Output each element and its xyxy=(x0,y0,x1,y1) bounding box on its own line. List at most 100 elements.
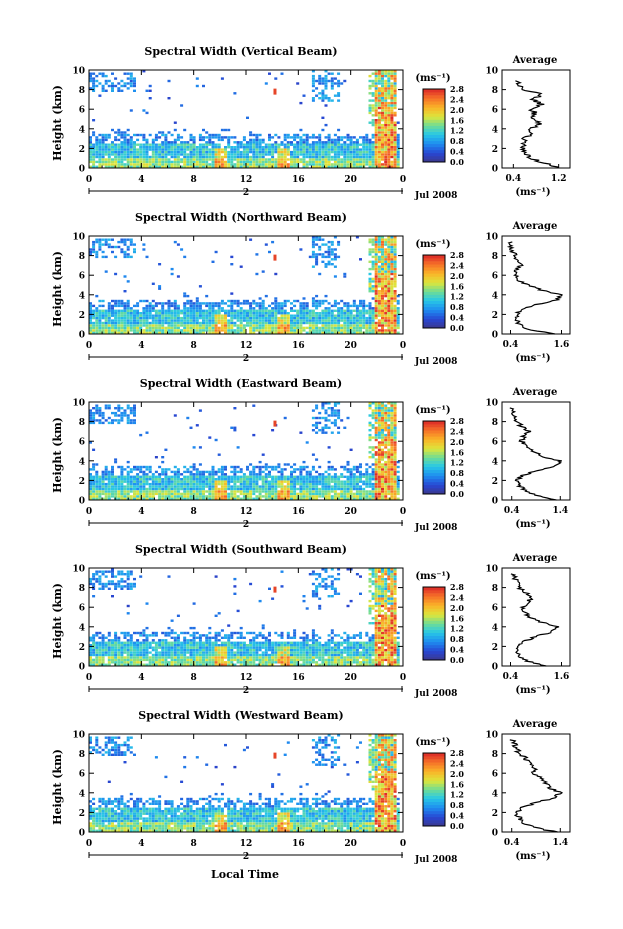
heatmap-cell xyxy=(286,329,290,332)
heatmap-cell xyxy=(186,148,190,151)
heatmap-cell xyxy=(249,492,253,496)
heatmap-cell xyxy=(390,458,394,461)
heatmap-cell xyxy=(133,79,136,83)
heatmap-cell xyxy=(211,319,215,322)
heatmap-cell xyxy=(176,475,180,478)
heatmap-cell xyxy=(126,460,130,464)
heatmap-cell xyxy=(154,158,158,161)
heatmap-cell xyxy=(277,480,281,483)
heatmap-cell xyxy=(377,136,381,139)
heatmap-cell xyxy=(327,495,331,498)
heatmap-cell xyxy=(296,148,300,151)
heatmap-cell xyxy=(167,304,171,308)
heatmap-cell xyxy=(89,153,92,156)
heatmap-cell xyxy=(95,485,99,488)
date-label: Jul 2008 xyxy=(414,191,457,201)
heatmap-cell xyxy=(343,163,347,166)
heatmap-cell xyxy=(239,160,243,164)
heatmap-cell xyxy=(261,165,265,168)
heatmap-cell xyxy=(377,299,381,303)
heatmap-cell xyxy=(183,324,187,327)
heatmap-cell xyxy=(318,490,322,493)
heatmap-cell xyxy=(387,470,391,474)
heatmap-cell xyxy=(123,153,127,156)
heatmap-cell xyxy=(296,487,300,491)
heatmap-cell xyxy=(318,319,322,322)
heatmap-cell xyxy=(233,309,237,312)
heatmap-cell xyxy=(371,121,375,124)
heatmap-cell xyxy=(333,302,337,305)
heatmap-cell xyxy=(117,497,121,500)
heatmap-cell xyxy=(136,160,140,164)
heatmap-cell xyxy=(343,150,347,154)
heatmap-cell xyxy=(271,316,275,320)
heatmap-cell xyxy=(104,329,108,332)
heatmap-cell xyxy=(290,319,293,322)
heatmap-cell xyxy=(318,302,322,305)
heatmap-cell xyxy=(318,77,322,80)
heatmap-cell xyxy=(324,319,328,322)
heatmap-cell xyxy=(271,429,275,432)
heatmap-cell xyxy=(296,153,300,156)
heatmap-cell xyxy=(381,480,384,483)
heatmap-cell xyxy=(217,478,221,481)
heatmap-cell xyxy=(387,270,391,273)
heatmap-cell xyxy=(374,255,378,259)
heatmap-cell xyxy=(255,495,259,498)
heatmap-cell xyxy=(161,329,165,332)
heatmap-cell xyxy=(327,307,331,310)
heatmap-cell xyxy=(384,248,388,251)
heatmap-cell xyxy=(161,478,165,481)
heatmap-cell xyxy=(252,473,256,476)
heatmap-cell xyxy=(374,236,378,239)
heatmap-cell xyxy=(362,314,366,317)
heatmap-cell xyxy=(249,302,253,305)
heatmap-cell xyxy=(330,478,334,481)
heatmap-cell xyxy=(311,299,315,303)
heatmap-cell xyxy=(365,492,369,496)
heatmap-cell xyxy=(368,248,372,251)
heatmap-cell xyxy=(384,329,388,332)
heatmap-cell xyxy=(104,407,108,410)
heatmap-cell xyxy=(393,79,397,83)
heatmap-cell xyxy=(349,468,353,471)
heatmap-cell xyxy=(261,302,265,305)
heatmap-cell xyxy=(387,126,391,129)
heatmap-cell xyxy=(290,329,293,332)
heatmap-cell xyxy=(107,485,111,488)
heatmap-cell xyxy=(390,419,394,422)
heatmap-cell xyxy=(299,470,303,474)
heatmap-cell xyxy=(377,126,381,129)
heatmap-cell xyxy=(355,492,359,496)
heatmap-cell xyxy=(355,324,359,327)
heatmap-cell xyxy=(368,307,372,310)
heatmap-cell xyxy=(255,150,259,154)
heatmap-cell xyxy=(230,158,234,161)
heatmap-cell xyxy=(114,475,118,478)
heatmap-cell xyxy=(129,136,133,139)
heatmap-cell xyxy=(183,314,187,317)
heatmap-cell xyxy=(393,82,397,85)
heatmap-cell xyxy=(311,312,315,315)
heatmap-cell xyxy=(133,250,136,254)
heatmap-cell xyxy=(139,299,143,303)
colorbar-swatch xyxy=(423,261,445,265)
heatmap-cell xyxy=(107,146,111,149)
heatmap-cell xyxy=(161,470,165,474)
heatmap-cell xyxy=(330,163,334,166)
heatmap-cell xyxy=(126,245,130,249)
heatmap-cell xyxy=(252,326,256,330)
heatmap-cell xyxy=(161,148,165,151)
heatmap-cell xyxy=(368,485,372,488)
heatmap-cell xyxy=(374,148,378,151)
heatmap-cell xyxy=(111,475,114,478)
heatmap-cell xyxy=(123,478,127,481)
heatmap-cell xyxy=(107,324,111,327)
heatmap-cell xyxy=(359,465,362,469)
heatmap-cell xyxy=(214,163,218,166)
heatmap-cell xyxy=(120,302,124,305)
heatmap-cell xyxy=(296,329,300,332)
heatmap-cell xyxy=(205,155,209,159)
heatmap-cell xyxy=(299,487,303,491)
heatmap-cell xyxy=(180,324,184,327)
